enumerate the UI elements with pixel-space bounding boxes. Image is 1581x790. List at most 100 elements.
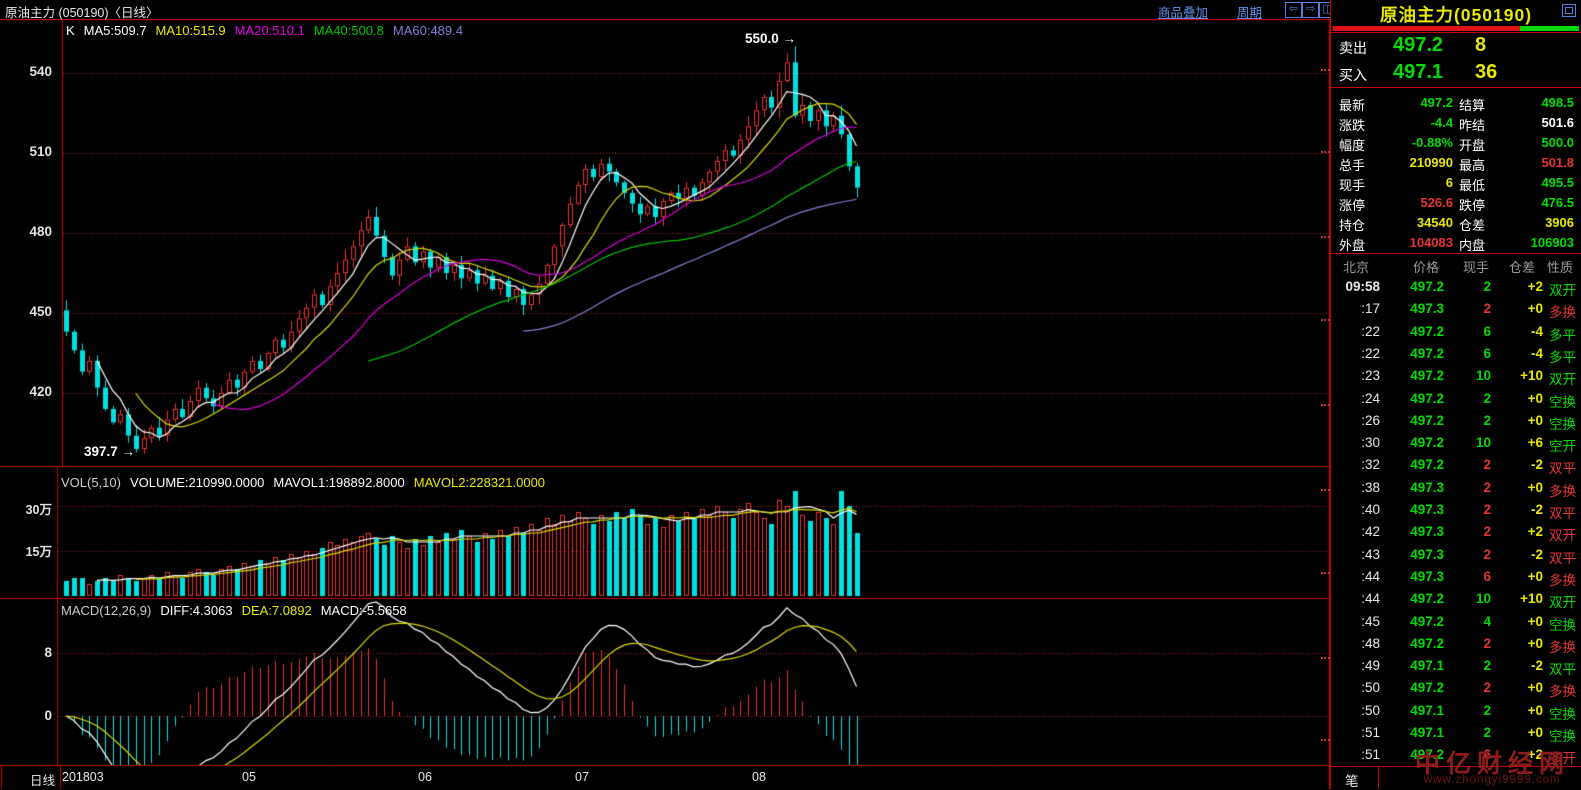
tick-row: :43 497.3 2 -2 双平 [1331, 545, 1581, 567]
next-arrow-icon[interactable]: ⇨ [1302, 2, 1319, 18]
tick-col-header: 北京 [1343, 260, 1370, 275]
tick-lots: 2 [1483, 546, 1491, 562]
tick-price: 497.2 [1410, 435, 1444, 451]
tick-lots: 4 [1483, 613, 1491, 629]
tick-lots: 2 [1483, 457, 1491, 473]
tick-oi-change: -2 [1530, 502, 1543, 517]
tick-price: 497.1 [1410, 725, 1444, 740]
tick-price: 497.3 [1410, 524, 1444, 540]
tick-price: 497.3 [1410, 546, 1444, 562]
volume-tick: 30万 [25, 503, 52, 517]
tick-price: 497.2 [1410, 591, 1444, 607]
macd-indicator-labels: MACD(12,26,9) DIFF:4.3063 DEA:7.0892 MACD:-… [61, 603, 416, 618]
indicator-label: MA10:515.9 [155, 23, 226, 38]
maximize-icon[interactable] [1562, 4, 1576, 17]
sell-quote-row[interactable]: 卖出 497.2 8 [1331, 32, 1581, 61]
volume-tick: 15万 [25, 545, 52, 559]
tick-price: 497.2 [1410, 345, 1444, 361]
tick-oi-change: -2 [1530, 457, 1543, 473]
tick-lots: 2 [1483, 279, 1491, 294]
tick-nature: 空换 [1549, 729, 1576, 744]
overlay-link[interactable]: 商品叠加 [1158, 6, 1209, 20]
window-title: 原油主力 (050190)〈日线〉 [5, 6, 159, 20]
tick-oi-change: -4 [1530, 323, 1543, 339]
tab-edge [1378, 766, 1379, 789]
info-label: 幅度 [1339, 138, 1366, 153]
info-value: 104083 [1409, 235, 1453, 250]
tick-nature: 多换 [1549, 483, 1576, 499]
dotted-mark [1321, 739, 1330, 741]
tick-col-header: 价格 [1413, 260, 1440, 275]
tick-time: :45 [1361, 613, 1380, 629]
tick-lots: 10 [1475, 368, 1491, 384]
tick-row: :44 497.3 6 +0 多换 [1331, 567, 1581, 589]
info-label: 总手 [1339, 158, 1366, 173]
tick-oi-change: +2 [1527, 747, 1543, 763]
tick-price: 497.2 [1410, 680, 1444, 696]
buy-sell-ratio-bar [1333, 26, 1579, 31]
info-label: 外盘 [1339, 238, 1366, 253]
tick-oi-change: +0 [1527, 635, 1543, 651]
tick-oi-change: +0 [1527, 702, 1543, 718]
tick-nature: 多换 [1549, 639, 1576, 655]
tick-oi-change: -2 [1530, 546, 1543, 562]
info-value: 497.2 [1420, 95, 1453, 110]
tick-oi-change: +0 [1527, 412, 1543, 428]
tick-time: :26 [1361, 412, 1380, 428]
info-label: 持仓 [1339, 218, 1366, 233]
tick-time: :48 [1361, 635, 1380, 651]
tick-row: :51 497.2 6 +2 多开 [1331, 745, 1581, 767]
tick-time: :23 [1361, 368, 1380, 384]
info-value: 501.8 [1541, 155, 1574, 170]
kline-indicator-labels: K MA5:509.7 MA10:515.9 MA20:510.1 MA40:500.8… [66, 23, 472, 38]
tick-nature: 多平 [1549, 327, 1576, 343]
prev-arrow-icon[interactable]: ⇦ [1285, 2, 1302, 18]
info-value: -4.4 [1430, 115, 1453, 130]
tick-nature: 双开 [1549, 595, 1576, 611]
tick-time: :22 [1361, 323, 1380, 339]
dotted-mark [1321, 657, 1330, 659]
tick-lots: 2 [1483, 502, 1491, 517]
tick-lots: 2 [1483, 725, 1491, 740]
tick-lots: 2 [1483, 680, 1491, 696]
tick-oi-change: +0 [1527, 301, 1543, 317]
tick-oi-change: +0 [1527, 725, 1543, 740]
tick-row: :32 497.2 2 -2 双平 [1331, 455, 1581, 477]
indicator-label: MAVOL2:228321.0000 [413, 475, 546, 490]
tick-price: 497.2 [1410, 457, 1444, 473]
tick-time: :22 [1361, 345, 1380, 361]
tick-oi-change: +0 [1527, 390, 1543, 406]
tick-time: :32 [1361, 457, 1380, 473]
tick-price: 497.2 [1410, 368, 1444, 384]
tick-lots: 2 [1483, 702, 1491, 718]
info-row: 涨跌 -4.4 昨结 501.6 [1331, 113, 1581, 133]
price-tick: 540 [29, 64, 52, 79]
kline-chart-canvas[interactable] [0, 0, 1330, 789]
dotted-mark [1321, 151, 1330, 153]
info-value: 106903 [1530, 235, 1574, 250]
indicator-label: MA20:510.1 [234, 23, 305, 38]
tab-bi[interactable]: 笔 [1345, 774, 1359, 789]
info-value: 526.6 [1420, 195, 1453, 210]
info-row: 涨停 526.6 跌停 476.5 [1331, 193, 1581, 213]
ratio-sell-segment [1333, 26, 1520, 31]
info-label: 最低 [1459, 178, 1486, 193]
tick-row: :38 497.3 2 +0 多换 [1331, 478, 1581, 500]
period-link[interactable]: 周期 [1237, 6, 1263, 20]
tick-nature: 空换 [1549, 416, 1576, 432]
tick-price: 497.3 [1410, 502, 1444, 517]
tick-oi-change: -4 [1530, 345, 1543, 361]
tick-row: :17 497.3 2 +0 多换 [1331, 299, 1581, 321]
tick-time: :42 [1361, 524, 1380, 540]
info-value: 501.6 [1541, 115, 1574, 130]
tick-time: :44 [1361, 568, 1380, 584]
tick-lots: 10 [1475, 591, 1491, 607]
dotted-mark [1321, 404, 1330, 406]
buy-label: 买入 [1339, 67, 1367, 83]
tick-row: :26 497.2 2 +0 空换 [1331, 411, 1581, 433]
tick-nature: 空换 [1549, 617, 1576, 633]
info-value: 495.5 [1541, 175, 1574, 190]
buy-quote-row[interactable]: 买入 497.1 36 [1331, 60, 1581, 88]
indicator-label: VOL(5,10) [61, 475, 121, 490]
volume-indicator-labels: VOL(5,10) VOLUME:210990.0000 MAVOL1:198892… [61, 475, 554, 490]
